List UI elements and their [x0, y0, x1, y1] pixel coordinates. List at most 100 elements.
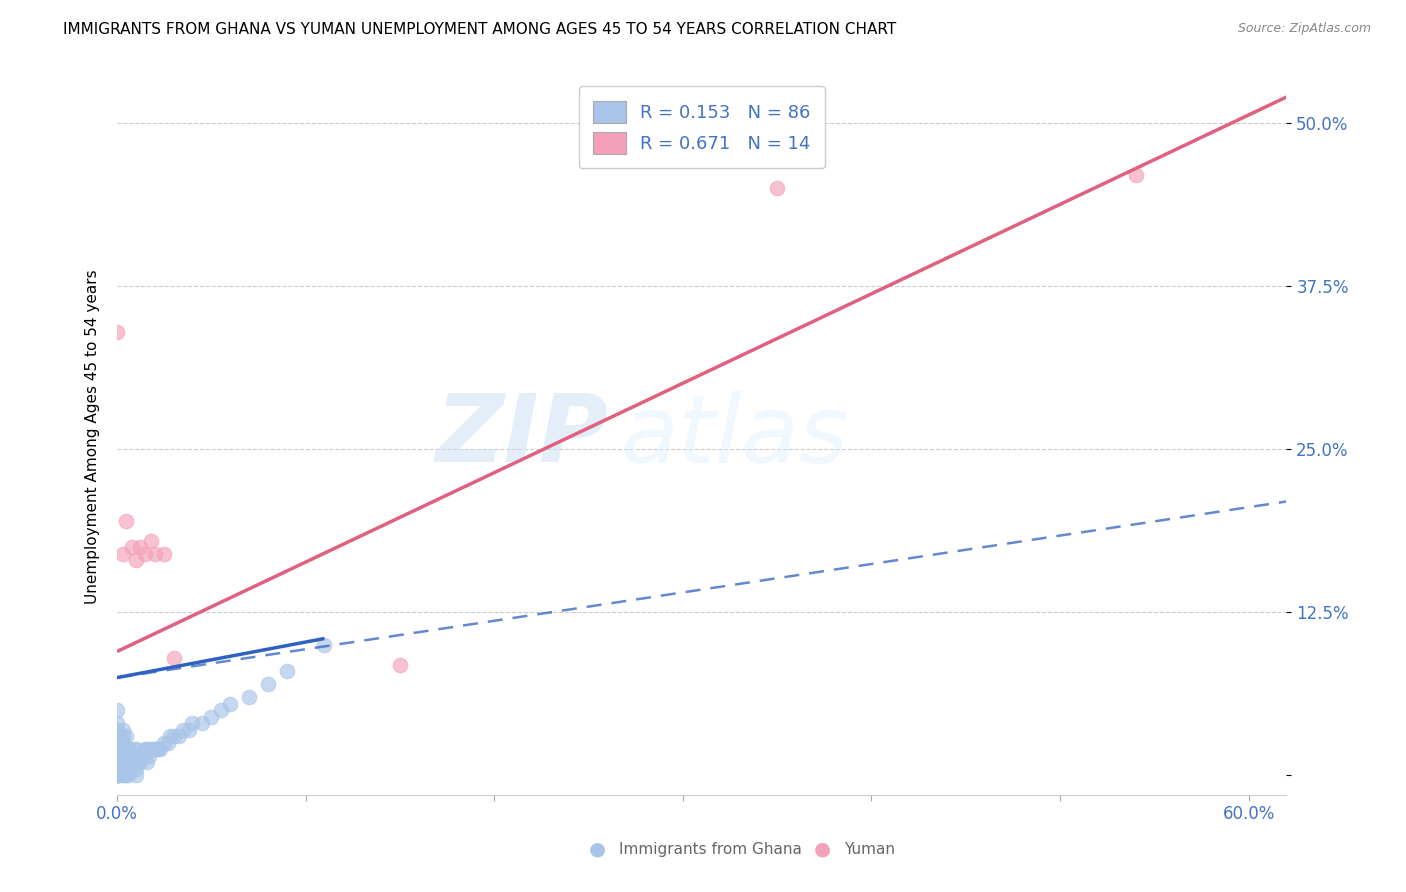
Point [238, 690, 260, 705]
Point [153, 547, 176, 561]
Point [111, 756, 134, 770]
Point [105, 730, 128, 744]
Point [111, 723, 134, 737]
Point [209, 703, 232, 717]
Point [143, 547, 166, 561]
Text: atlas: atlas [620, 391, 848, 482]
Point [105, 748, 128, 763]
Point [219, 697, 242, 711]
Point [153, 736, 176, 750]
Point [388, 657, 411, 672]
Point [149, 742, 172, 756]
Point [134, 547, 156, 561]
Point [128, 748, 150, 763]
Point [131, 748, 153, 763]
Point [105, 716, 128, 731]
Text: Immigrants from Ghana: Immigrants from Ghana [619, 842, 801, 856]
Point [115, 730, 138, 744]
Point [120, 756, 142, 770]
Point [136, 742, 159, 756]
Point [105, 723, 128, 737]
Text: ●: ● [589, 839, 606, 859]
Point [121, 756, 143, 770]
Point [162, 730, 184, 744]
Point [117, 768, 139, 782]
Point [115, 742, 138, 756]
Point [105, 768, 128, 782]
Point [114, 756, 136, 770]
Point [111, 730, 134, 744]
Point [181, 716, 204, 731]
Point [115, 768, 138, 782]
Point [257, 677, 280, 691]
Point [105, 768, 128, 782]
Point [105, 768, 128, 782]
Point [105, 325, 128, 339]
Point [120, 762, 142, 776]
Point [276, 664, 298, 678]
Point [115, 748, 138, 763]
Y-axis label: Unemployment Among Ages 45 to 54 years: Unemployment Among Ages 45 to 54 years [86, 269, 100, 604]
Point [148, 742, 170, 756]
Point [110, 768, 132, 782]
Point [200, 710, 222, 724]
Point [105, 736, 128, 750]
Point [115, 762, 138, 776]
Point [134, 742, 156, 756]
Text: ●: ● [814, 839, 831, 859]
Point [172, 723, 194, 737]
Point [111, 748, 134, 763]
Point [128, 756, 150, 770]
Point [159, 730, 181, 744]
Point [105, 703, 128, 717]
Point [117, 756, 139, 770]
Point [121, 540, 143, 554]
Point [111, 736, 134, 750]
Point [125, 768, 148, 782]
Point [105, 742, 128, 756]
Point [105, 768, 128, 782]
Text: ZIP: ZIP [436, 391, 609, 483]
Point [105, 742, 128, 756]
Point [114, 768, 136, 782]
Point [191, 716, 214, 731]
Point [105, 756, 128, 770]
Text: Source: ZipAtlas.com: Source: ZipAtlas.com [1237, 22, 1371, 36]
Point [314, 638, 336, 652]
Point [125, 553, 148, 567]
Text: Yuman: Yuman [844, 842, 894, 856]
Point [139, 742, 162, 756]
Point [111, 768, 134, 782]
Point [115, 514, 138, 528]
Point [105, 756, 128, 770]
Point [111, 547, 134, 561]
Point [122, 742, 145, 756]
Point [105, 768, 128, 782]
Point [121, 748, 143, 763]
Point [125, 762, 148, 776]
Point [1125, 169, 1147, 183]
Point [125, 742, 148, 756]
Point [156, 736, 179, 750]
Point [105, 730, 128, 744]
Point [110, 756, 132, 770]
Point [111, 742, 134, 756]
Point [105, 736, 128, 750]
Point [766, 181, 789, 195]
Point [111, 762, 134, 776]
Point [167, 730, 190, 744]
Point [115, 756, 138, 770]
Point [128, 540, 150, 554]
Point [120, 748, 142, 763]
Point [136, 756, 159, 770]
Point [132, 748, 155, 763]
Point [138, 748, 160, 763]
Text: IMMIGRANTS FROM GHANA VS YUMAN UNEMPLOYMENT AMONG AGES 45 TO 54 YEARS CORRELATIO: IMMIGRANTS FROM GHANA VS YUMAN UNEMPLOYM… [63, 22, 897, 37]
Point [145, 742, 167, 756]
Point [125, 756, 148, 770]
Point [127, 756, 149, 770]
Point [139, 533, 162, 548]
Point [143, 742, 166, 756]
Point [117, 742, 139, 756]
Point [122, 756, 145, 770]
